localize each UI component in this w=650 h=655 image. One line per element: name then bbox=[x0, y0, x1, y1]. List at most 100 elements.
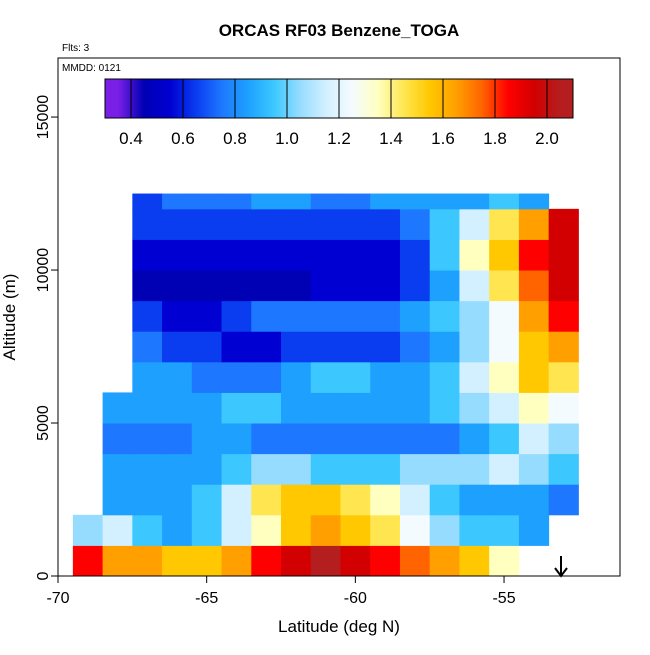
heatmap-cell bbox=[251, 193, 282, 210]
heatmap-cell bbox=[310, 484, 341, 516]
annotation: MMDD: 0121 bbox=[62, 63, 121, 74]
heatmap-cell bbox=[518, 208, 550, 240]
heatmap-cell bbox=[489, 514, 520, 546]
heatmap-cell bbox=[489, 270, 520, 302]
heatmap-cell bbox=[399, 331, 431, 363]
heatmap-cell bbox=[399, 453, 431, 485]
heatmap-cell bbox=[548, 361, 579, 393]
heatmap-cell bbox=[310, 300, 341, 332]
heatmap-cell bbox=[281, 193, 312, 210]
heatmap-cell bbox=[221, 484, 252, 516]
heatmap-cell bbox=[518, 270, 550, 302]
heatmap-cell bbox=[251, 453, 282, 485]
heatmap-cell bbox=[221, 208, 252, 240]
heatmap-cell bbox=[518, 193, 550, 210]
heatmap-cell bbox=[191, 392, 223, 424]
heatmap-cell bbox=[132, 484, 163, 516]
heatmap-cell bbox=[281, 453, 312, 485]
heatmap-cell bbox=[548, 270, 579, 302]
heatmap-cell bbox=[281, 392, 312, 424]
heatmap-cell bbox=[370, 270, 401, 302]
heatmap-cell bbox=[251, 484, 282, 516]
heatmap-cell bbox=[340, 545, 371, 577]
arrow-marker bbox=[554, 556, 568, 578]
heatmap-cell bbox=[429, 484, 460, 516]
heatmap-cell bbox=[162, 484, 193, 516]
colorbar-tick-label: 1.4 bbox=[379, 129, 403, 148]
heatmap-cell bbox=[459, 300, 490, 332]
heatmap-cell bbox=[399, 484, 431, 516]
heatmap-cell bbox=[340, 361, 371, 393]
heatmap-cell bbox=[251, 270, 282, 302]
heatmap-cell bbox=[132, 270, 163, 302]
heatmap-cell bbox=[132, 514, 163, 546]
heatmap-cell bbox=[191, 193, 223, 210]
heatmap-cell bbox=[518, 392, 550, 424]
heatmap-cell bbox=[102, 392, 133, 424]
heatmap-cell bbox=[191, 423, 223, 455]
annotation: Flts: 3 bbox=[62, 43, 90, 54]
heatmap-cell bbox=[399, 423, 431, 455]
heatmap-cell bbox=[132, 239, 163, 271]
heatmap-cell bbox=[399, 300, 431, 332]
heatmap-cell bbox=[191, 300, 223, 332]
heatmap-cell bbox=[102, 423, 133, 455]
x-tick-label: -65 bbox=[195, 590, 218, 607]
heatmap-cell bbox=[429, 423, 460, 455]
heatmap-cell bbox=[340, 193, 371, 210]
heatmap-cell bbox=[221, 239, 252, 271]
heatmap-cell bbox=[221, 331, 252, 363]
heatmap-cell bbox=[459, 331, 490, 363]
heatmap-cell bbox=[72, 545, 104, 577]
heatmap-cell bbox=[489, 453, 520, 485]
heatmap-cell bbox=[548, 484, 579, 516]
colorbar-tick-label: 0.8 bbox=[223, 129, 247, 148]
heatmap-cell bbox=[459, 193, 490, 210]
heatmap-cell bbox=[251, 545, 282, 577]
heatmap-cell bbox=[251, 300, 282, 332]
heatmap-cell bbox=[370, 453, 401, 485]
heatmap-cell bbox=[310, 193, 341, 210]
heatmap-cell bbox=[221, 300, 252, 332]
heatmap-cell bbox=[399, 193, 431, 210]
heatmap-cell bbox=[370, 361, 401, 393]
heatmap-cell bbox=[399, 239, 431, 271]
heatmap-cell bbox=[310, 239, 341, 271]
heatmap-cell bbox=[518, 239, 550, 271]
heatmap-cell bbox=[281, 208, 312, 240]
heatmap-cell bbox=[548, 423, 579, 455]
heatmap-cell bbox=[281, 361, 312, 393]
heatmap-cell bbox=[429, 361, 460, 393]
heatmap-cell bbox=[281, 484, 312, 516]
colorbar-tick-label: 1.8 bbox=[483, 129, 507, 148]
heatmap-cell bbox=[429, 453, 460, 485]
heatmap-cell bbox=[548, 208, 579, 240]
heatmap-cell bbox=[548, 331, 579, 363]
heatmap-cell bbox=[429, 193, 460, 210]
heatmap-cell bbox=[310, 545, 341, 577]
heatmap-cell bbox=[489, 484, 520, 516]
heatmap-cell bbox=[191, 361, 223, 393]
heatmap-cell bbox=[221, 545, 252, 577]
heatmap-cell bbox=[310, 208, 341, 240]
heatmap-cell bbox=[340, 453, 371, 485]
y-tick-label: 5000 bbox=[35, 405, 52, 441]
heatmap-cell bbox=[459, 545, 490, 577]
heatmap-cell bbox=[548, 300, 579, 332]
heatmap-cell bbox=[162, 300, 193, 332]
heatmap-cell bbox=[459, 514, 490, 546]
heatmap-cell bbox=[162, 545, 193, 577]
heatmap-cell bbox=[340, 208, 371, 240]
heatmap-cell bbox=[281, 423, 312, 455]
heatmap-cell bbox=[162, 193, 193, 210]
heatmap-cell bbox=[340, 300, 371, 332]
heatmap-cell bbox=[162, 392, 193, 424]
heatmap-cell bbox=[191, 270, 223, 302]
heatmap-cell bbox=[489, 331, 520, 363]
heatmap-cell bbox=[251, 208, 282, 240]
heatmap bbox=[72, 193, 579, 577]
heatmap-cell bbox=[132, 392, 163, 424]
heatmap-cell bbox=[548, 239, 579, 271]
colorbar-tick-label: 0.6 bbox=[171, 129, 195, 148]
heatmap-cell bbox=[132, 361, 163, 393]
